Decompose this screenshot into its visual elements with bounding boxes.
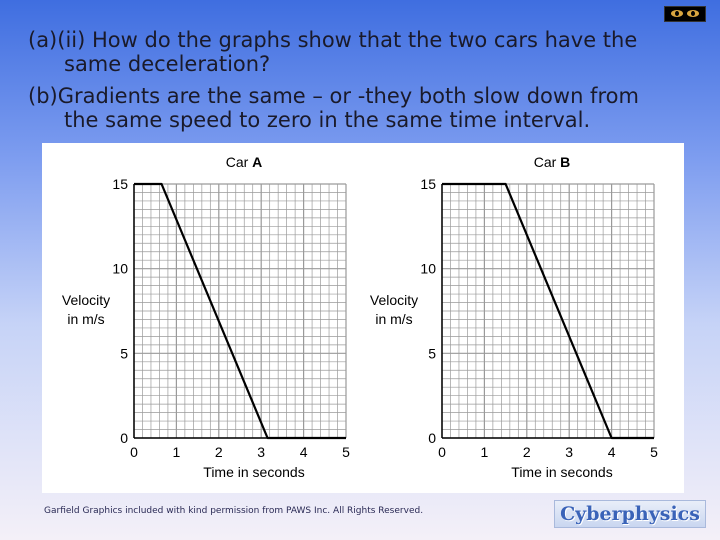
y-axis-label-line2: in m/s	[375, 311, 412, 327]
x-tick-label: 5	[342, 444, 350, 460]
velocity-series-line	[442, 182, 654, 440]
chart-title: Car A	[226, 154, 263, 170]
graphs-panel: Car A 0 1 2 3 4 5 0 5 10 15 Time in seconds Velocity…	[42, 143, 684, 493]
x-tick-label: 0	[130, 444, 138, 460]
velocity-series-line	[134, 182, 346, 440]
x-tick-label: 4	[608, 444, 616, 460]
answer-line-2: the same speed to zero in the same time …	[64, 108, 591, 132]
chart-title-letter: A	[252, 154, 262, 170]
chart-title: Car B	[534, 154, 571, 170]
chart-title-prefix: Car	[534, 154, 560, 170]
car-b-chart: Car B 0 1 2 3 4 5 0 5 10 15 Time in seconds Velocity…	[370, 154, 658, 480]
chart-title-letter: B	[560, 154, 570, 170]
grid	[441, 183, 655, 439]
question-text: (a)(ii) How do the graphs show that the …	[28, 28, 637, 76]
x-tick-label: 1	[481, 444, 489, 460]
y-axis-label-line1: Velocity	[370, 292, 418, 308]
credit-text: Garfield Graphics included with kind per…	[44, 506, 424, 516]
car-a-chart: Car A 0 1 2 3 4 5 0 5 10 15 Time in seconds Velocity…	[62, 154, 350, 480]
x-axis-label: Time in seconds	[203, 464, 304, 480]
x-tick-label: 2	[523, 444, 531, 460]
grid	[133, 183, 347, 439]
y-tick-label: 15	[420, 176, 436, 192]
x-tick-label: 4	[300, 444, 308, 460]
y-tick-label: 5	[428, 345, 436, 361]
question-line-1: How do the graphs show that the two cars…	[92, 28, 638, 52]
y-axis-label-line2: in m/s	[67, 311, 104, 327]
part-ii-tag: (ii)	[57, 28, 86, 52]
y-tick-label: 0	[428, 430, 436, 446]
y-tick-label: 10	[112, 261, 128, 277]
part-b-tag: (b)	[28, 84, 58, 108]
y-tick-label: 15	[112, 176, 128, 192]
x-tick-label: 5	[650, 444, 658, 460]
x-tick-label: 3	[565, 444, 573, 460]
y-tick-label: 0	[120, 430, 128, 446]
y-tick-label: 10	[420, 261, 436, 277]
x-tick-label: 1	[173, 444, 181, 460]
x-tick-label: 0	[438, 444, 446, 460]
question-line-2: same deceleration?	[64, 52, 271, 76]
y-axis-label-line1: Velocity	[62, 292, 110, 308]
chart-title-prefix: Car	[226, 154, 252, 170]
x-axis-label: Time in seconds	[511, 464, 612, 480]
x-tick-label: 3	[257, 444, 265, 460]
answer-line-1: Gradients are the same – or -they both s…	[57, 84, 639, 108]
garfield-eyes-icon	[664, 6, 706, 22]
y-tick-label: 5	[120, 345, 128, 361]
part-a-tag: (a)	[28, 28, 58, 52]
x-tick-label: 2	[215, 444, 223, 460]
answer-text: (b)Gradients are the same – or -they bot…	[28, 84, 639, 132]
cyberphysics-logo[interactable]: Cyberphysics	[554, 500, 706, 528]
